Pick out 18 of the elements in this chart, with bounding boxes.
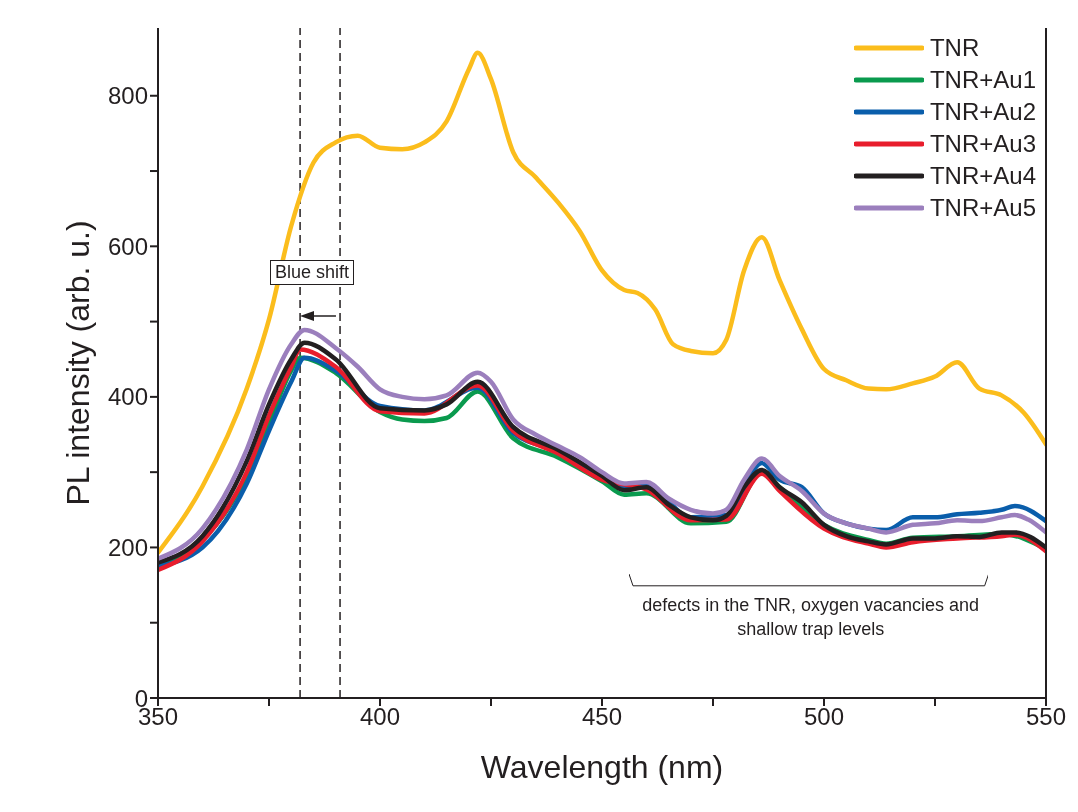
legend-label: TNR+Au5 <box>929 194 1036 222</box>
legend-label: TNR+Au1 <box>929 66 1036 94</box>
y-axis-title: PL intensity (arb. u.) <box>60 220 97 506</box>
legend-label: TNR+Au4 <box>929 162 1036 190</box>
y-tick-label: 600 <box>107 232 148 260</box>
x-tick-label: 500 <box>803 703 845 731</box>
x-tick-label: 450 <box>581 703 623 731</box>
x-tick-label: 550 <box>1025 703 1067 731</box>
legend-label: TNR+Au3 <box>929 130 1036 158</box>
y-tick-label: 800 <box>107 82 148 110</box>
y-tick-label: 400 <box>107 383 148 411</box>
legend-label: TNR <box>929 34 980 62</box>
y-tick-label: 200 <box>107 533 148 561</box>
x-axis-title: Wavelength (nm) <box>480 749 724 785</box>
annotation: Blue shift <box>270 259 355 285</box>
legend-label: TNR+Au2 <box>929 98 1036 126</box>
annotation: defects in the TNR, oxygen vacancies and shallow trap levels <box>641 593 981 641</box>
x-tick-label: 400 <box>359 703 401 731</box>
